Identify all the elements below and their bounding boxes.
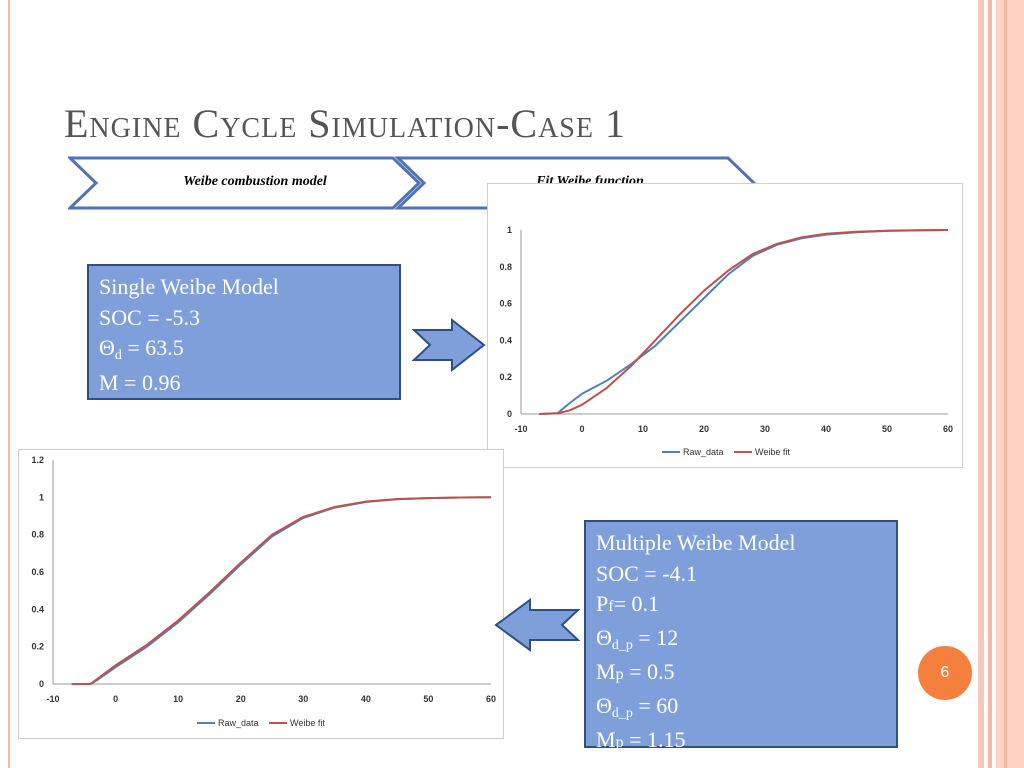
x-tick-label: 30: [298, 694, 308, 704]
multiple-theta-1-value: = 12: [632, 624, 679, 650]
multiple-theta-1: Θd_p = 12: [596, 623, 886, 658]
multiple-mp-2-value: = 1.15: [623, 727, 686, 752]
slide-title: Engine Cycle Simulation-Case 1: [64, 101, 626, 146]
chart-multiple-weibe-svg: 00.20.40.60.811.2-10 0 10 20 30 40 50 60Raw_dat…: [31, 455, 496, 728]
legend-label: Weibe fit: [755, 447, 790, 457]
y-tick-label: 1.2: [31, 455, 44, 465]
y-tick-label: 0.2: [31, 642, 44, 652]
x-tick-label: -10: [514, 424, 527, 434]
x-tick-label: 30: [760, 424, 770, 434]
right-border-stripe-1: [978, 0, 984, 768]
multiple-mp-1-main: M: [596, 659, 616, 684]
single-theta-symbol: Θ: [99, 335, 115, 360]
x-tick-label: 10: [638, 424, 648, 434]
arrow-right-icon: [412, 318, 486, 372]
chart-multiple-weibe: 0 0.2 0.4 0.6 0.8 1 1.2 -10 0 10 20 30 40 50 60 Raw_dat…: [18, 449, 504, 739]
y-tick-label: 0.8: [31, 530, 44, 540]
x-tick-label: 0: [579, 424, 584, 434]
legend-label: Raw_data: [218, 718, 259, 728]
y-tick-label: 1: [507, 225, 512, 235]
legend-label: Raw_data: [683, 447, 724, 457]
right-border-stripe-4: [1004, 0, 1007, 768]
series-line-weibe-fit: [539, 229, 949, 415]
multiple-pf: Pf= 0.1: [596, 589, 886, 623]
x-tick-label: 50: [882, 424, 892, 434]
multiple-mp-1: Mp = 0.5: [596, 657, 886, 691]
multiple-theta-2-symbol: Θ: [596, 692, 612, 718]
multiple-pf-main: P: [596, 591, 609, 616]
single-theta-value: = 63.5: [121, 335, 184, 360]
legend-label: Weibe fit: [290, 718, 325, 728]
page-number-badge: 6: [918, 646, 972, 700]
y-tick-label: 0.6: [31, 567, 44, 577]
x-tick-label: 20: [699, 424, 709, 434]
x-tick-label: 20: [236, 694, 246, 704]
page-number: 6: [940, 664, 950, 681]
chevron-step-1-shape: [68, 156, 422, 210]
multiple-mp-1-value: = 0.5: [623, 659, 675, 684]
multiple-model-name: Multiple Weibe Model: [596, 530, 796, 555]
y-tick-label: 0: [39, 679, 44, 689]
single-model-name: Single Weibe Model: [99, 274, 279, 299]
arrow-left-icon: [494, 598, 580, 652]
y-tick-label: 0: [507, 409, 512, 419]
multiple-pf-value: = 0.1: [613, 591, 659, 616]
multiple-soc: SOC = -4.1: [596, 560, 698, 586]
x-tick-label: 40: [361, 694, 371, 704]
y-tick-label: 0.8: [499, 262, 512, 272]
multiple-theta-1-subscript: d_p: [611, 637, 633, 653]
multiple-mp-1-subscript: p: [615, 666, 624, 683]
multiple-weibe-box: Multiple Weibe Model SOC = -4.1 Pf= 0.1 …: [584, 520, 898, 752]
series-line-raw-data: [539, 229, 949, 415]
multiple-mp-2-main: M: [596, 727, 616, 752]
left-border-line: [8, 0, 10, 768]
x-tick-label: 50: [423, 694, 433, 704]
right-border-stripe-2: [988, 0, 992, 768]
x-tick-label: 60: [943, 424, 953, 434]
multiple-mp-2-subscript: p: [615, 734, 624, 751]
x-tick-label: 40: [821, 424, 831, 434]
chart-single-weibe: 0 0.2 0.4 0.6 0.8 1 -10 0 10 20 30 40 50 60 Raw_data We…: [487, 183, 963, 468]
single-m: M = 0.96: [99, 369, 181, 395]
multiple-pf-subscript: f: [608, 598, 614, 615]
single-theta: Θd = 63.5: [99, 333, 389, 368]
x-tick-label: -10: [46, 694, 59, 704]
single-theta-subscript: d: [114, 348, 122, 363]
y-tick-label: 0.6: [499, 299, 512, 309]
right-border-stripe-3: [996, 0, 1024, 768]
single-weibe-box: Single Weibe Model SOC = -5.3 Θd = 63.5 …: [87, 264, 401, 400]
multiple-theta-1-symbol: Θ: [596, 624, 612, 650]
single-soc: SOC = -5.3: [99, 304, 201, 330]
x-tick-label: 10: [173, 694, 183, 704]
series-line-raw-data: [71, 496, 492, 685]
y-tick-label: 0.4: [31, 604, 44, 614]
y-tick-label: 0.2: [499, 372, 512, 382]
multiple-theta-2-value: = 60: [632, 692, 679, 718]
multiple-theta-2: Θd_p = 60: [596, 691, 886, 726]
x-tick-label: 60: [486, 694, 496, 704]
y-tick-label: 0.4: [499, 335, 512, 345]
multiple-mp-2: Mp = 1.15: [596, 725, 886, 759]
chevron-step-1-label: Weibe combustion model: [183, 174, 327, 189]
series-line-weibe-fit: [71, 496, 492, 685]
multiple-theta-2-subscript: d_p: [611, 705, 633, 721]
x-tick-label: 0: [113, 694, 118, 704]
y-tick-label: 1: [39, 492, 44, 502]
